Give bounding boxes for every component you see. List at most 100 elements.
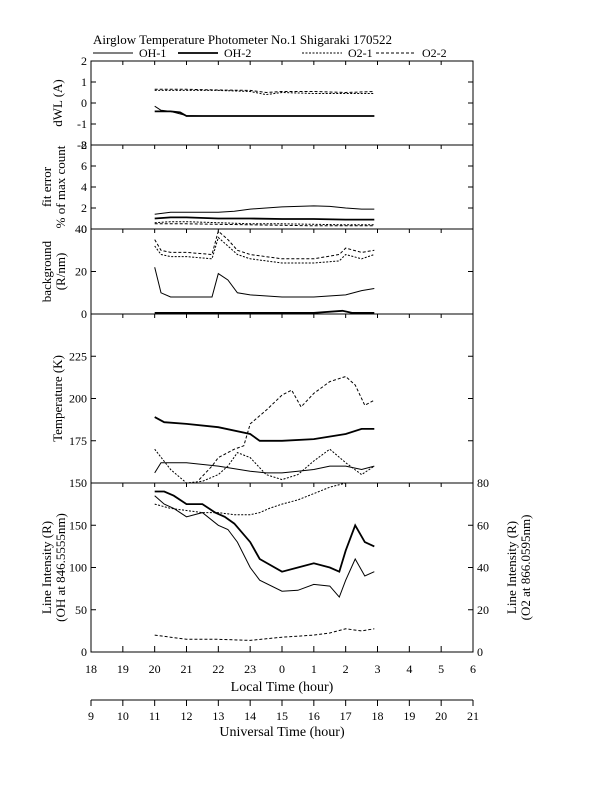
series-oh1-fit_error (154, 205, 375, 215)
ut-tick-label: 21 (467, 709, 479, 723)
y-tick-label: 50 (75, 603, 87, 617)
series-o22-intensity (154, 628, 375, 641)
y-tick-label: 2 (81, 54, 87, 68)
local-time-tick-label: 1 (311, 662, 317, 676)
universal-time-label: Universal Time (hour) (219, 725, 345, 740)
y-right-axis-label-2: (O2 at 866.0595nm) (518, 515, 533, 621)
y-axis-label-2: (OH at 846.5555nm) (53, 513, 68, 622)
y-tick-label: 0 (81, 307, 87, 321)
legend-oh1: OH-1 (139, 46, 166, 60)
legend: OH-1 OH-2 O2-1 O2-2 (93, 46, 447, 60)
y-tick-label: 20 (75, 265, 87, 279)
y-axis-label-2: % of max count (53, 145, 68, 228)
local-time-tick-label: 23 (244, 662, 256, 676)
y-tick-label: 175 (69, 434, 87, 448)
y-tick-label: 1 (81, 75, 87, 89)
series-oh2-dwl (154, 110, 375, 117)
y-tick-label: 150 (69, 518, 87, 532)
y-axis-label: dWL (A) (50, 79, 65, 127)
legend-o22: O2-2 (422, 46, 447, 60)
panel-frame (90, 60, 474, 146)
local-time-tick-label: 22 (212, 662, 224, 676)
y-tick-label: 100 (69, 561, 87, 575)
y-tick-label: -2 (77, 138, 87, 152)
series-o21-temperature (154, 448, 375, 484)
legend-oh2: OH-2 (224, 46, 251, 60)
y-right-tick-label: 60 (477, 518, 489, 532)
y-tick-label: 200 (69, 392, 87, 406)
ut-tick-label: 9 (88, 709, 94, 723)
series-o21-background (154, 236, 375, 264)
ut-tick-label: 11 (149, 709, 161, 723)
y-tick-label: 2 (81, 201, 87, 215)
local-time-tick-label: 5 (438, 662, 444, 676)
series-o21-dwl (154, 89, 375, 96)
ut-tick-label: 15 (276, 709, 288, 723)
series-o21-fit_error (154, 221, 375, 226)
series-oh1-background (154, 267, 375, 298)
y-right-axis-label: Line Intensity (R) (504, 521, 519, 614)
local-time-tick-label: 20 (149, 662, 161, 676)
local-time-tick-label: 18 (85, 662, 97, 676)
y-axis-label-2: (R/nm) (53, 253, 68, 291)
local-time-tick-label: 21 (181, 662, 193, 676)
y-axis-label: Temperature (K) (50, 355, 65, 442)
local-time-tick-label: 4 (406, 662, 412, 676)
y-axis-label: background (39, 240, 54, 302)
series-oh1-temperature (154, 462, 375, 474)
local-time-tick-label: 19 (117, 662, 129, 676)
panel-background: 40 20 0 background (R/nm) (39, 222, 474, 321)
ut-tick-label: 10 (117, 709, 129, 723)
universal-time-axis: 9 10 11 12 13 14 15 16 17 18 19 20 21 (88, 699, 479, 723)
y-tick-label: 0 (81, 645, 87, 659)
panel-fit_error: 8 6 4 2 0 fit error% of max count (39, 138, 474, 236)
panel-frame (90, 482, 474, 653)
y-tick-label: 150 (69, 476, 87, 490)
local-time-tick-label: 0 (279, 662, 285, 676)
ut-tick-label: 18 (372, 709, 384, 723)
y-right-tick-label: 40 (477, 561, 489, 575)
local-time-tick-label: 2 (343, 662, 349, 676)
series-o21-intensity (154, 482, 375, 516)
ut-tick-label: 16 (308, 709, 320, 723)
y-axis-label: fit error (39, 166, 54, 207)
local-time-label: Local Time (hour) (231, 680, 334, 695)
local-time-tick-label: 3 (375, 662, 381, 676)
series-oh1-intensity (154, 495, 375, 599)
y-tick-label: 4 (81, 180, 87, 194)
ut-tick-label: 12 (181, 709, 193, 723)
panel-frame (90, 144, 474, 230)
chart-title: Airglow Temperature Photometer No.1 Shig… (93, 32, 392, 47)
series-oh2-background (154, 309, 375, 314)
series-o22-dwl (154, 88, 375, 94)
series-o22-fit_error (154, 223, 375, 227)
series-oh2-temperature (154, 416, 375, 442)
local-time-axis: 18 19 20 21 22 23 0 1 2 3 4 5 6 (85, 61, 476, 676)
y-tick-label: 225 (69, 349, 87, 363)
local-time-tick-label: 6 (470, 662, 476, 676)
y-tick-label: 8 (81, 138, 87, 152)
panel-frame (90, 313, 474, 484)
series-oh2-intensity (154, 490, 375, 573)
y-right-tick-label: 20 (477, 603, 489, 617)
ut-tick-label: 13 (212, 709, 224, 723)
y-axis-label: Line Intensity (R) (39, 521, 54, 614)
series-oh2-fit_error (154, 216, 375, 221)
ut-tick-label: 19 (403, 709, 415, 723)
ut-tick-label: 20 (435, 709, 447, 723)
ut-tick-label: 14 (244, 709, 256, 723)
y-tick-label: 40 (75, 222, 87, 236)
panel-dwl: 2 1 0 -1 -2 dWL (A) (50, 54, 474, 152)
y-tick-label: 6 (81, 159, 87, 173)
ut-tick-label: 17 (340, 709, 352, 723)
y-tick-label: 0 (81, 222, 87, 236)
y-tick-label: 0 (81, 96, 87, 110)
series-o22-background (154, 230, 375, 260)
y-tick-label: -1 (77, 117, 87, 131)
series-oh1-dwl (154, 105, 375, 117)
y-right-tick-label: 80 (477, 476, 489, 490)
panel-frame (90, 228, 474, 315)
panel-temperature: 225 200 175 150 Temperature (K) (50, 313, 474, 490)
